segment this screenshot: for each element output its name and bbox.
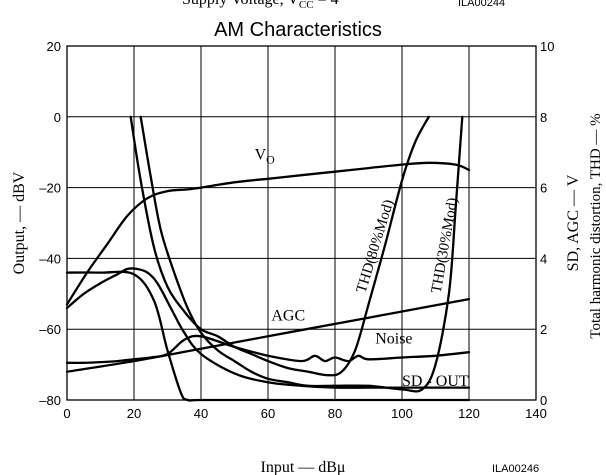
series-line-vo (65, 161, 471, 306)
svg-text:Supply Voltage, VCC = 4: Supply Voltage, VCC = 4 (182, 0, 339, 11)
series-line-noise (65, 334, 471, 364)
header-text: Supply Voltage, V (182, 0, 299, 8)
y-right-axis-label-inner: SD, AGC — V (565, 174, 582, 271)
series-label-sd-out: SD - OUT (402, 373, 469, 390)
y-left-tick-label: –80 (39, 393, 61, 408)
series-label-thd-30: THD(30%Mod) (429, 197, 462, 295)
plot-frame (66, 45, 537, 401)
series-label-vo: VO (255, 146, 276, 166)
chart-title: AM Characteristics (214, 19, 382, 41)
y-left-tick-label: 0 (54, 110, 61, 125)
y-right-tick-label: 10 (540, 39, 554, 54)
y-right-tick-label: 2 (540, 322, 547, 337)
header-rest: = 4 (314, 0, 339, 8)
series-label-noise: Noise (375, 330, 412, 347)
y-right-tick-label: 8 (540, 110, 547, 125)
series-line-output-input-dependent (65, 267, 471, 389)
y-left-tick-label: –20 (39, 181, 61, 196)
x-axis-label: Input — dBμ (260, 459, 345, 475)
series-line-sd-out (65, 270, 471, 402)
x-tick-label: 60 (261, 406, 275, 421)
y-right-tick-labels: 10 8 6 4 2 0 (540, 39, 554, 408)
x-tick-label: 140 (525, 406, 547, 421)
y-left-tick-label: 20 (47, 39, 61, 54)
series-line-agc (65, 297, 471, 373)
series-lines (65, 115, 471, 402)
x-tick-label: 40 (194, 406, 208, 421)
series-line-thd-80-mod (129, 115, 430, 377)
series-label-agc: AGC (271, 307, 305, 324)
y-right-tick-label: 6 (540, 181, 547, 196)
x-tick-label: 0 (63, 406, 70, 421)
x-tick-label: 100 (391, 406, 413, 421)
grid (67, 46, 536, 400)
corner-code-bottom: ILA00246 (492, 463, 539, 475)
y-right-axis-label-outer: Total harmonic distortion, THD — % (588, 113, 604, 338)
y-right-tick-label: 4 (540, 251, 547, 266)
x-tick-label: 80 (328, 406, 342, 421)
x-tick-label: 120 (458, 406, 480, 421)
y-left-tick-label: –60 (39, 322, 61, 337)
y-right-tick-label: 0 (540, 393, 547, 408)
series-line-thd-30-mod (139, 115, 464, 393)
y-left-tick-labels: 20 0 –20 –40 –60 –80 (39, 39, 61, 408)
x-tick-label: 20 (127, 406, 141, 421)
header-sub: CC (299, 0, 314, 11)
x-tick-labels: 0 20 40 60 80 100 120 140 (63, 406, 546, 421)
corner-code-top: ILA00244 (458, 0, 505, 9)
y-left-axis-label: Output, — dBV (11, 171, 28, 274)
y-left-tick-label: –40 (39, 251, 61, 266)
header-line: Supply Voltage, VCC = 4 ILA00244 (182, 0, 505, 11)
